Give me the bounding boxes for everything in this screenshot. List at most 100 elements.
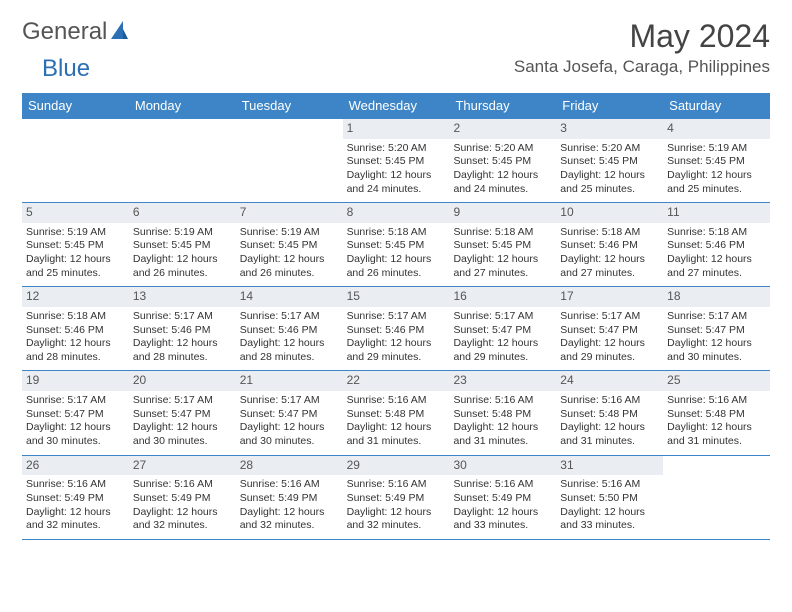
day-cell: 27Sunrise: 5:16 AMSunset: 5:49 PMDayligh…: [129, 456, 236, 539]
sunset-text: Sunset: 5:48 PM: [560, 408, 659, 422]
day-cell: 25Sunrise: 5:16 AMSunset: 5:48 PMDayligh…: [663, 371, 770, 454]
sunset-text: Sunset: 5:46 PM: [133, 324, 232, 338]
daylight-text: Daylight: 12 hours and 26 minutes.: [240, 253, 339, 280]
sunrise-text: Sunrise: 5:16 AM: [453, 478, 552, 492]
brand-sail-icon: [109, 19, 129, 46]
day-number: 11: [663, 203, 770, 223]
weekday-header: Tuesday: [236, 93, 343, 118]
day-number: 31: [556, 456, 663, 476]
daylight-text: Daylight: 12 hours and 28 minutes.: [133, 337, 232, 364]
daylight-text: Daylight: 12 hours and 32 minutes.: [26, 506, 125, 533]
weekday-header: Saturday: [663, 93, 770, 118]
daylight-text: Daylight: 12 hours and 27 minutes.: [667, 253, 766, 280]
sunrise-text: Sunrise: 5:17 AM: [133, 310, 232, 324]
day-number: 8: [343, 203, 450, 223]
brand-name-part1: General: [22, 18, 107, 46]
daylight-text: Daylight: 12 hours and 31 minutes.: [347, 421, 446, 448]
sunset-text: Sunset: 5:47 PM: [26, 408, 125, 422]
sunrise-text: Sunrise: 5:16 AM: [347, 478, 446, 492]
day-cell: 31Sunrise: 5:16 AMSunset: 5:50 PMDayligh…: [556, 456, 663, 539]
day-cell: 17Sunrise: 5:17 AMSunset: 5:47 PMDayligh…: [556, 287, 663, 370]
day-cell: 13Sunrise: 5:17 AMSunset: 5:46 PMDayligh…: [129, 287, 236, 370]
daylight-text: Daylight: 12 hours and 27 minutes.: [560, 253, 659, 280]
day-cell: 5Sunrise: 5:19 AMSunset: 5:45 PMDaylight…: [22, 203, 129, 286]
day-number: 30: [449, 456, 556, 476]
day-number: 23: [449, 371, 556, 391]
day-number: 29: [343, 456, 450, 476]
daylight-text: Daylight: 12 hours and 31 minutes.: [453, 421, 552, 448]
daylight-text: Daylight: 12 hours and 29 minutes.: [560, 337, 659, 364]
sunrise-text: Sunrise: 5:16 AM: [26, 478, 125, 492]
sunrise-text: Sunrise: 5:16 AM: [133, 478, 232, 492]
sunset-text: Sunset: 5:47 PM: [667, 324, 766, 338]
sunset-text: Sunset: 5:49 PM: [240, 492, 339, 506]
weekday-header: Thursday: [449, 93, 556, 118]
sunrise-text: Sunrise: 5:18 AM: [26, 310, 125, 324]
sunset-text: Sunset: 5:46 PM: [560, 239, 659, 253]
sunrise-text: Sunrise: 5:17 AM: [240, 394, 339, 408]
sunset-text: Sunset: 5:45 PM: [240, 239, 339, 253]
daylight-text: Daylight: 12 hours and 30 minutes.: [667, 337, 766, 364]
sunrise-text: Sunrise: 5:17 AM: [133, 394, 232, 408]
day-cell: 6Sunrise: 5:19 AMSunset: 5:45 PMDaylight…: [129, 203, 236, 286]
location-subtitle: Santa Josefa, Caraga, Philippines: [514, 57, 770, 77]
daylight-text: Daylight: 12 hours and 33 minutes.: [453, 506, 552, 533]
week-row: 19Sunrise: 5:17 AMSunset: 5:47 PMDayligh…: [22, 370, 770, 454]
sunset-text: Sunset: 5:46 PM: [347, 324, 446, 338]
sunset-text: Sunset: 5:49 PM: [453, 492, 552, 506]
brand-name-part2: Blue: [42, 55, 90, 82]
title-block: May 2024 Santa Josefa, Caraga, Philippin…: [514, 18, 770, 77]
week-row: 5Sunrise: 5:19 AMSunset: 5:45 PMDaylight…: [22, 202, 770, 286]
sunrise-text: Sunrise: 5:17 AM: [347, 310, 446, 324]
day-cell: .: [22, 119, 129, 202]
day-cell: 21Sunrise: 5:17 AMSunset: 5:47 PMDayligh…: [236, 371, 343, 454]
day-cell: .: [663, 456, 770, 539]
daylight-text: Daylight: 12 hours and 25 minutes.: [26, 253, 125, 280]
day-number: 12: [22, 287, 129, 307]
sunrise-text: Sunrise: 5:20 AM: [347, 142, 446, 156]
sunrise-text: Sunrise: 5:18 AM: [667, 226, 766, 240]
day-number: 25: [663, 371, 770, 391]
day-cell: 12 Sunrise: 5:18 AMSunset: 5:46 PMDayligh…: [22, 287, 129, 370]
sunset-text: Sunset: 5:48 PM: [667, 408, 766, 422]
sunrise-text: Sunrise: 5:16 AM: [347, 394, 446, 408]
day-number: 6: [129, 203, 236, 223]
daylight-text: Daylight: 12 hours and 28 minutes.: [26, 337, 125, 364]
sunset-text: Sunset: 5:49 PM: [347, 492, 446, 506]
daylight-text: Daylight: 12 hours and 33 minutes.: [560, 506, 659, 533]
day-cell: 19Sunrise: 5:17 AMSunset: 5:47 PMDayligh…: [22, 371, 129, 454]
daylight-text: Daylight: 12 hours and 26 minutes.: [347, 253, 446, 280]
sunrise-text: Sunrise: 5:18 AM: [453, 226, 552, 240]
sunrise-text: Sunrise: 5:17 AM: [453, 310, 552, 324]
day-cell: 15Sunrise: 5:17 AMSunset: 5:46 PMDayligh…: [343, 287, 450, 370]
day-cell: .: [129, 119, 236, 202]
sunset-text: Sunset: 5:48 PM: [347, 408, 446, 422]
sunset-text: Sunset: 5:45 PM: [453, 155, 552, 169]
daylight-text: Daylight: 12 hours and 30 minutes.: [240, 421, 339, 448]
day-cell: 1Sunrise: 5:20 AMSunset: 5:45 PMDaylight…: [343, 119, 450, 202]
sunrise-text: Sunrise: 5:18 AM: [347, 226, 446, 240]
daylight-text: Daylight: 12 hours and 24 minutes.: [453, 169, 552, 196]
sunrise-text: Sunrise: 5:16 AM: [560, 478, 659, 492]
sunset-text: Sunset: 5:45 PM: [133, 239, 232, 253]
day-cell: 3Sunrise: 5:20 AMSunset: 5:45 PMDaylight…: [556, 119, 663, 202]
day-number: 3: [556, 119, 663, 139]
day-number: 28: [236, 456, 343, 476]
day-cell: 2Sunrise: 5:20 AMSunset: 5:45 PMDaylight…: [449, 119, 556, 202]
day-number: 27: [129, 456, 236, 476]
day-number: 7: [236, 203, 343, 223]
day-number: 5: [22, 203, 129, 223]
sunrise-text: Sunrise: 5:17 AM: [240, 310, 339, 324]
daylight-text: Daylight: 12 hours and 27 minutes.: [453, 253, 552, 280]
day-cell: 18Sunrise: 5:17 AMSunset: 5:47 PMDayligh…: [663, 287, 770, 370]
calendar-page: General May 2024 Santa Josefa, Caraga, P…: [0, 0, 792, 558]
weekday-header: Friday: [556, 93, 663, 118]
day-cell: 16Sunrise: 5:17 AMSunset: 5:47 PMDayligh…: [449, 287, 556, 370]
weekday-header: Sunday: [22, 93, 129, 118]
daylight-text: Daylight: 12 hours and 31 minutes.: [667, 421, 766, 448]
sunset-text: Sunset: 5:46 PM: [26, 324, 125, 338]
sunrise-text: Sunrise: 5:19 AM: [133, 226, 232, 240]
calendar-bottom-border: [22, 539, 770, 540]
daylight-text: Daylight: 12 hours and 25 minutes.: [560, 169, 659, 196]
day-cell: 24Sunrise: 5:16 AMSunset: 5:48 PMDayligh…: [556, 371, 663, 454]
